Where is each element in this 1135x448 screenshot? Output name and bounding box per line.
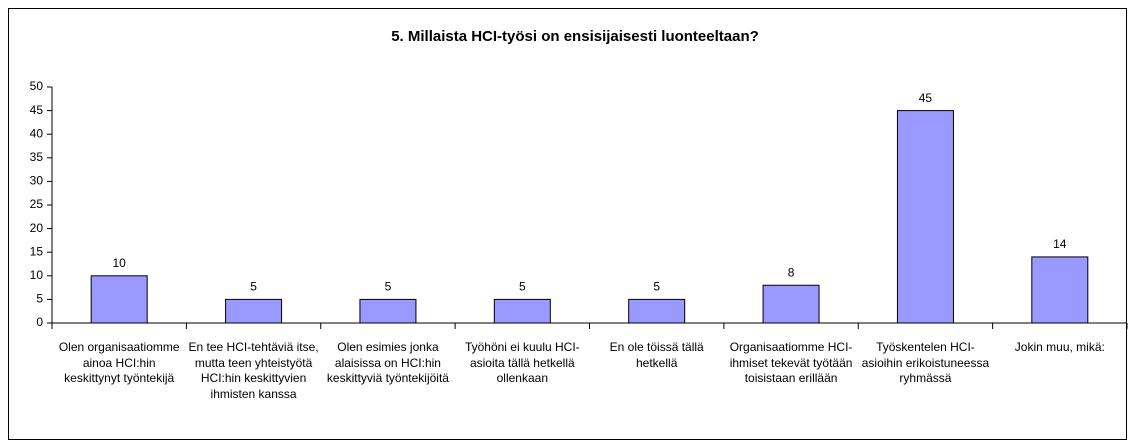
y-tick-label: 5 (36, 292, 43, 306)
chart-title: 5. Millaista HCI-työsi on ensisijaisesti… (391, 28, 759, 45)
data-label: 5 (385, 280, 392, 294)
bar (493, 298, 551, 324)
data-label: 45 (919, 91, 933, 105)
bar (225, 298, 283, 324)
bar (762, 284, 820, 324)
y-tick-label: 45 (30, 103, 44, 117)
y-tick-label: 25 (30, 197, 44, 211)
bar (359, 298, 417, 324)
x-tick-label: Työskentelen HCI-asioihin erikoistuneess… (861, 340, 990, 385)
y-tick-label: 20 (30, 221, 44, 235)
x-tick-label: Olen esimies jonka alaisissa on HCI:hin … (326, 340, 449, 385)
y-tick-label: 0 (36, 315, 43, 329)
data-label: 5 (653, 280, 660, 294)
bar (896, 110, 954, 324)
y-tick-label: 50 (30, 79, 44, 93)
data-label: 10 (113, 256, 127, 270)
x-tick-label: Työhöni ei kuulu HCI-asioita tällä hetke… (464, 340, 580, 385)
bar (90, 275, 148, 324)
x-tick-label: Olen organisaatiomme ainoa HCI:hin keski… (58, 340, 180, 385)
data-label: 14 (1053, 237, 1067, 251)
y-tick-label: 35 (30, 150, 44, 164)
x-tick-label: Jokin muu, mikä: (1014, 340, 1105, 354)
x-tick-label: En ole töissä tällä hetkellä (609, 340, 704, 370)
y-tick-label: 30 (30, 174, 44, 188)
y-tick-label: 40 (30, 126, 44, 140)
data-label: 8 (788, 265, 795, 279)
bar (628, 298, 686, 324)
data-label: 5 (250, 280, 257, 294)
x-tick-label: Organisaatiomme HCI-ihmiset tekevät työt… (729, 340, 853, 385)
y-tick-label: 15 (30, 244, 44, 258)
y-tick-label: 10 (30, 268, 44, 282)
bar (1031, 256, 1089, 324)
data-label: 5 (519, 280, 526, 294)
x-tick-label: En tee HCI-tehtäviä itse, mutta teen yht… (188, 340, 319, 401)
